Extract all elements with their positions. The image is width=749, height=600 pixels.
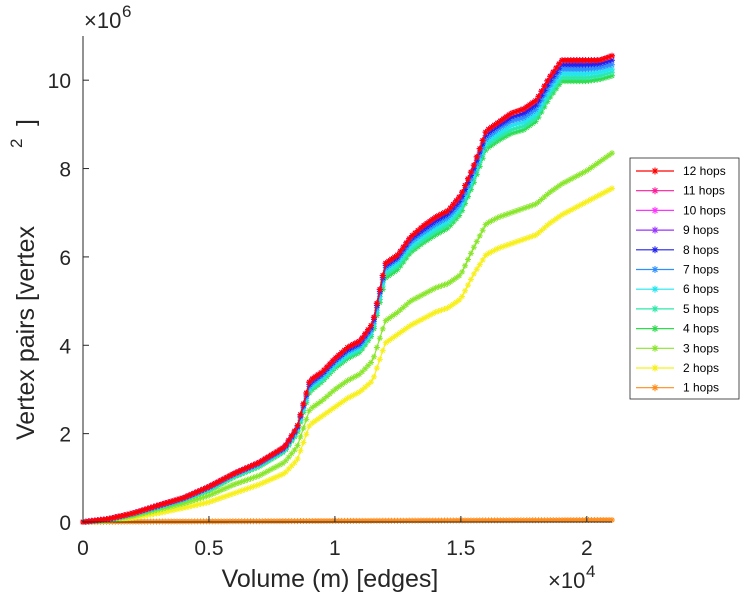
x-tick-label: 2 [581,537,593,560]
legend-label: 10 hops [683,203,726,217]
legend-entry: 10 hops [636,203,726,217]
series-5-hops [80,69,615,525]
series-markers [80,66,615,525]
series-markers [80,61,615,525]
legend-label: 7 hops [683,263,719,277]
legend-label: 9 hops [683,223,719,237]
y-exponent-power: 6 [122,2,131,21]
legend-entry: 5 hops [636,302,719,316]
series-7-hops [80,61,615,525]
y-axis-label-superscript: 2 [7,139,26,148]
legend-swatch-marker [651,344,659,352]
series-6-hops [80,66,615,525]
series-line [82,68,613,523]
series-line [82,59,613,523]
series-line [82,71,613,523]
legend-entry: 8 hops [636,243,719,257]
series-4-hops [80,72,615,525]
legend-swatch-marker [651,364,659,372]
x-ticks: 0 0.5 1 1.5 2 [77,516,593,560]
legend-entry: 6 hops [636,282,719,296]
legend-swatch-marker [651,167,659,175]
legend-label: 6 hops [683,282,719,296]
y-tick-label: 0 [59,512,71,535]
x-exponent-power: 4 [586,562,595,581]
y-axis-label: Vertex pairs [vertex [12,226,40,440]
legend-swatch-marker [651,206,659,214]
legend-label: 5 hops [683,302,719,316]
legend-entries: 12 hops 11 hops 10 hops 9 hops 8 hops 7 hops 6… [636,164,726,395]
legend-entry: 11 hops [636,184,725,198]
y-tick-label: 6 [59,247,71,270]
series-line [82,152,613,523]
legend-label: 8 hops [683,243,719,257]
y-tick-label: 2 [59,424,71,447]
legend-swatch-marker [651,266,659,273]
x-axis-label: Volume (m) [edges] [222,565,439,593]
legend-label: 12 hops [683,164,726,178]
y-tick-label: 10 [48,70,71,93]
series-8-hops [80,57,615,525]
x-exponent-label: ×10 [548,568,585,593]
x-tick-label: 0 [77,537,89,560]
series-markers [80,69,615,525]
x-tick-label: 0.5 [194,537,223,560]
legend-swatch-marker [651,305,659,313]
legend: 12 hops 11 hops 10 hops 9 hops 8 hops 7 hops 6… [629,157,740,400]
series-1-hops [80,516,615,525]
x-tick-label: 1 [329,537,341,560]
legend-swatch-marker [651,246,659,254]
legend-label: 2 hops [683,361,719,375]
legend-swatch-marker [651,226,659,234]
legend-entry: 2 hops [636,361,719,375]
legend-entry: 7 hops [636,263,719,277]
series-markers [80,516,615,525]
y-exponent-label: ×10 [84,8,121,33]
y-tick-label: 8 [59,159,71,182]
series-3-hops [80,150,615,525]
legend-swatch-marker [651,325,659,333]
y-ticks: 0 2 4 6 8 10 [48,70,89,535]
series-markers [80,72,615,525]
y-axis-label-close: ] [12,119,40,126]
legend-entry: 12 hops [636,164,726,178]
series-line [82,64,613,523]
legend-label: 3 hops [683,341,719,355]
series-markers [80,57,615,525]
legend-label: 4 hops [683,322,719,336]
legend-swatch-marker [651,187,659,195]
legend-label: 11 hops [683,184,725,198]
plot-series [80,52,615,525]
legend-entry: 4 hops [636,322,719,336]
series-markers [80,150,615,525]
legend-entry: 1 hops [636,381,719,395]
x-tick-label: 1.5 [446,537,475,560]
legend-entry: 3 hops [636,341,719,355]
series-line [82,75,613,523]
legend-label: 1 hops [683,381,719,395]
legend-box [629,157,740,400]
legend-entry: 9 hops [636,223,719,237]
y-tick-label: 4 [59,335,71,358]
legend-swatch-marker [651,384,659,392]
legend-swatch-marker [651,285,659,293]
